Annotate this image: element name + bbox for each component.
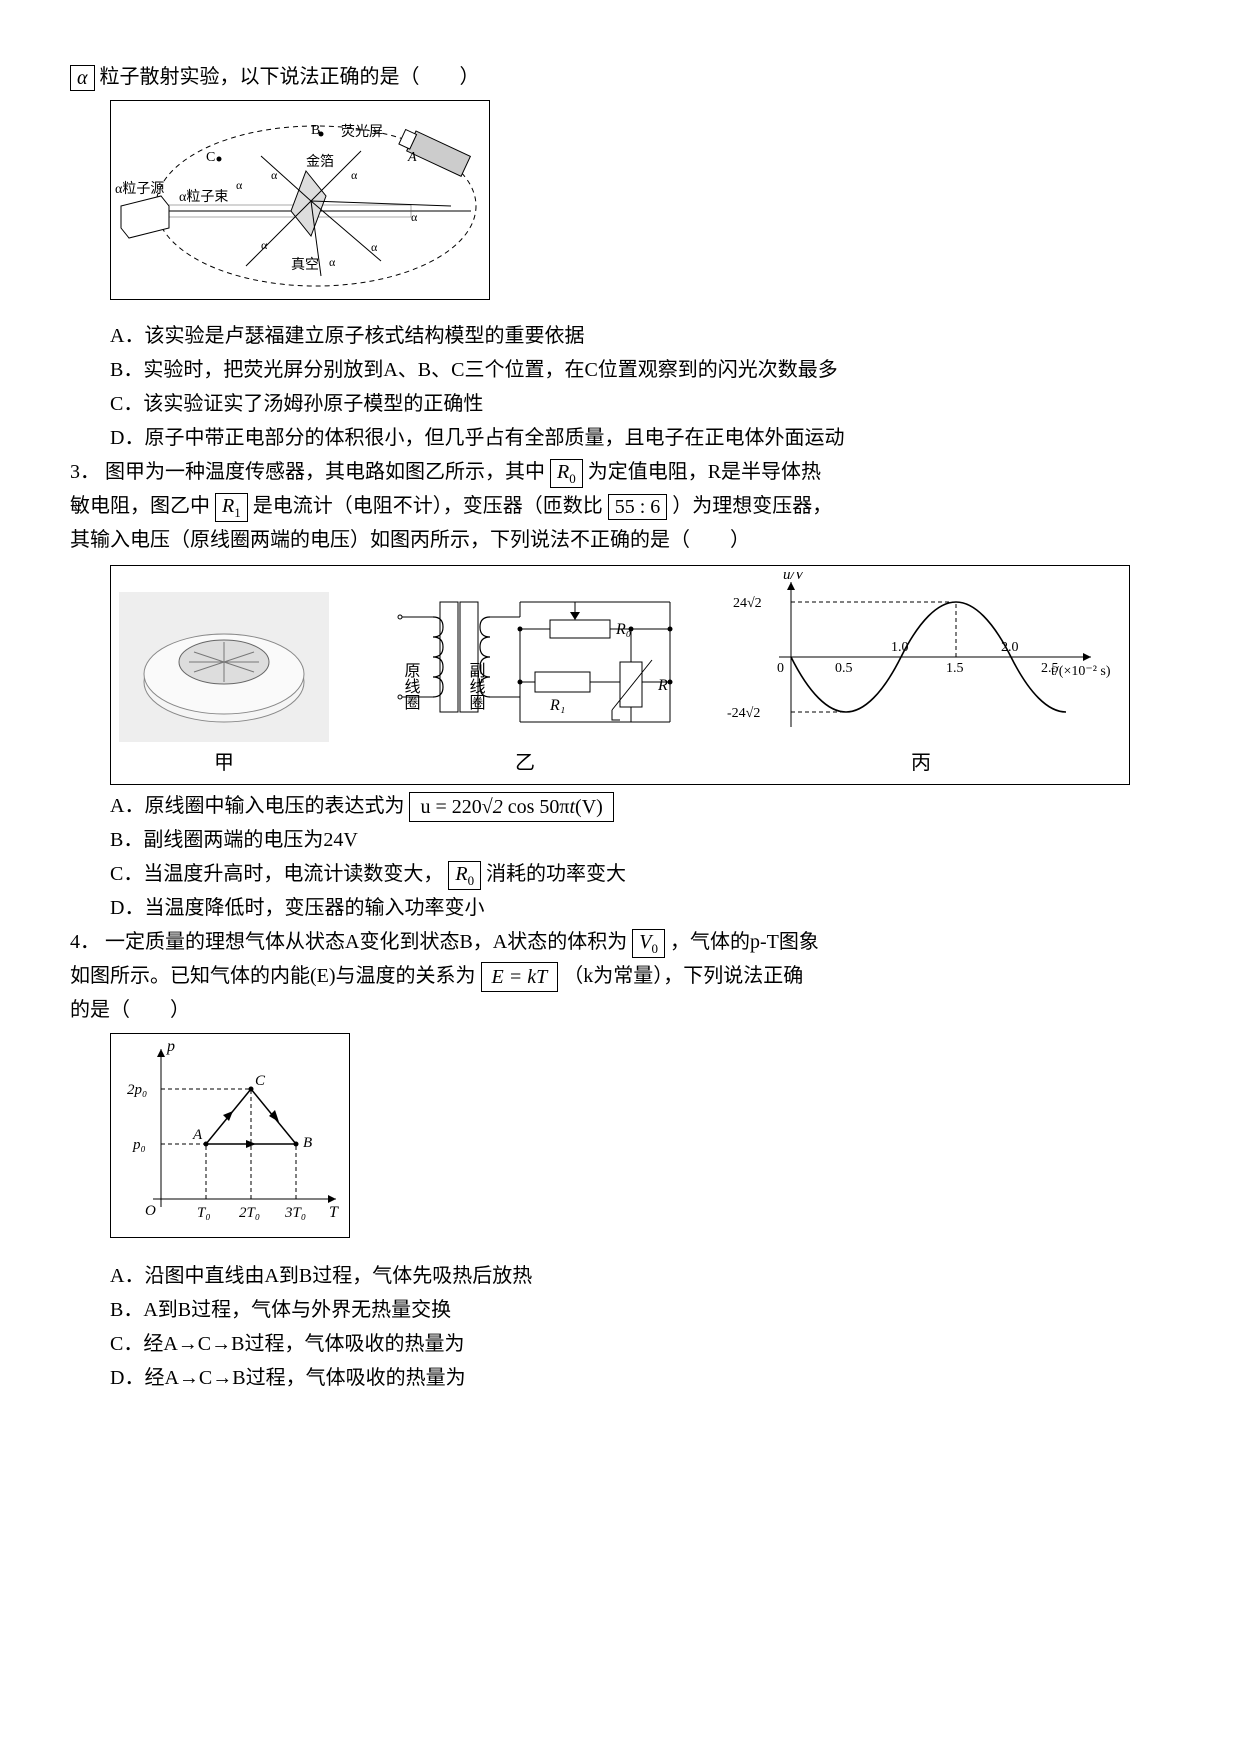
- svg-text:t/(×10⁻² s): t/(×10⁻² s): [1051, 664, 1111, 679]
- q4-line3: 的是（ ）: [70, 993, 1170, 1027]
- svg-text:α: α: [236, 178, 243, 192]
- q4-opt-B: B．A到B过程，气体与外界无热量交换: [70, 1293, 1170, 1327]
- q4-line1: 4． 一定质量的理想气体从状态A变化到状态B，A状态的体积为 V0 ，气体的p-…: [70, 925, 1170, 959]
- q3-circuit-svg: 原线圈 副线圈 R₀ R₁: [360, 572, 690, 742]
- q2-lbl-vacuum: 真空: [291, 257, 319, 273]
- svg-text:2.5: 2.5: [1041, 661, 1059, 676]
- svg-text:1.5: 1.5: [946, 661, 964, 676]
- q4-line2: 如图所示。已知气体的内能(E)与温度的关系为 E = kT （k为常量），下列说…: [70, 959, 1170, 993]
- svg-text:A: A: [192, 1127, 203, 1143]
- q3-opt-A: A．原线圈中输入电压的表达式为 u = 220√2 cos 50πt(V): [70, 789, 1170, 823]
- q4-opt-C: C．经A→C→B过程，气体吸收的热量为: [70, 1327, 1170, 1361]
- yi-cap: 乙: [360, 746, 690, 780]
- svg-text:α: α: [351, 168, 358, 182]
- svg-text:α: α: [271, 168, 278, 182]
- q2-lbl-A: A: [407, 150, 417, 165]
- q2-opt-B: B．实验时，把荧光屏分别放到A、B、C三个位置，在C位置观察到的闪光次数最多: [70, 353, 1170, 387]
- q3-opt-B: B．副线圈两端的电压为24V: [70, 823, 1170, 857]
- q2-opt-A: A．该实验是卢瑟福建立原子核式结构模型的重要依据: [70, 319, 1170, 353]
- q2-lbl-foil: 金箔: [306, 154, 334, 170]
- q2-lbl-B: B: [311, 123, 320, 138]
- bing-cap: 丙: [721, 746, 1121, 780]
- q3-opt-C: C．当温度升高时，电流计读数变大， R0 消耗的功率变大: [70, 857, 1170, 891]
- q3-panels: 甲 原线圈 副线圈: [110, 565, 1130, 785]
- svg-text:C: C: [255, 1073, 266, 1089]
- q3-graph-svg: u/V t/(×10⁻² s) 24√2 -24√2 0 0.5 1.0: [721, 572, 1121, 742]
- q4-num: 4．: [70, 931, 100, 953]
- q3-formula-A: u = 220√2 cos 50πt(V): [409, 792, 613, 822]
- svg-text:2T₀: 2T₀: [239, 1205, 260, 1221]
- svg-text:2p₀: 2p₀: [127, 1082, 147, 1098]
- q4-formula-E: E = kT: [481, 962, 559, 992]
- q2-lbl-screen: 荧光屏: [341, 123, 383, 140]
- q3-panel-bing: u/V t/(×10⁻² s) 24√2 -24√2 0 0.5 1.0: [721, 572, 1121, 780]
- r0-box-2: R0: [448, 861, 481, 890]
- q2-intro-text: 粒子散射实验，以下说法正确的是（ ）: [100, 66, 480, 88]
- q2-lbl-C: C: [206, 150, 215, 165]
- svg-text:O: O: [145, 1203, 156, 1219]
- q3-opt-D: D．当温度降低时，变压器的输入功率变小: [70, 891, 1170, 925]
- q3-intro-1a: 图甲为一种温度传感器，其电路如图乙所示，其中: [105, 461, 545, 483]
- svg-text:B: B: [303, 1135, 312, 1151]
- q3-line1: 3． 图甲为一种温度传感器，其电路如图乙所示，其中 R0 为定值电阻，R是半导体…: [70, 455, 1170, 489]
- q3-photo-svg: [119, 592, 329, 742]
- svg-text:T: T: [329, 1204, 339, 1221]
- svg-text:3T₀: 3T₀: [284, 1205, 306, 1221]
- svg-text:-24√2: -24√2: [727, 706, 760, 721]
- q2-svg: α粒子源 α粒子束 金箔 荧光屏 真空 C B A α α α α α α α: [111, 101, 491, 301]
- q2-opt-C: C．该实验证实了汤姆孙原子模型的正确性: [70, 387, 1170, 421]
- svg-text:R: R: [657, 677, 668, 694]
- r0-box: R0: [550, 459, 583, 488]
- svg-text:副线圈: 副线圈: [467, 662, 486, 710]
- q4-graph-wrap: p T O: [110, 1033, 1170, 1249]
- svg-text:α: α: [329, 255, 336, 269]
- svg-text:T₀: T₀: [197, 1205, 211, 1221]
- svg-text:R₁: R₁: [549, 697, 565, 714]
- q2-opt-D: D．原子中带正电部分的体积很小，但几乎占有全部质量，且电子在正电体外面运动: [70, 421, 1170, 455]
- q3-line2: 敏电阻，图乙中 R1 是电流计（电阻不计），变压器（匝数比 55 : 6 ）为理…: [70, 489, 1170, 523]
- svg-text:2.0: 2.0: [1001, 640, 1019, 655]
- svg-text:u/V: u/V: [783, 572, 806, 583]
- q2-intro: α 粒子散射实验，以下说法正确的是（ ）: [70, 60, 1170, 94]
- q4-opt-D: D．经A→C→B过程，气体吸收的热量为: [70, 1361, 1170, 1395]
- q4-pT-svg: p T O: [111, 1034, 351, 1239]
- q2-diagram: α粒子源 α粒子束 金箔 荧光屏 真空 C B A α α α α α α α: [110, 100, 490, 300]
- q3-intro-1b: 为定值电阻，R是半导体热: [588, 461, 821, 483]
- r1-box: R1: [215, 493, 248, 522]
- v0-box: V0: [632, 929, 665, 958]
- q2-lbl-source: α粒子源: [115, 181, 164, 197]
- q4-opt-A: A．沿图中直线由A到B过程，气体先吸热后放热: [70, 1259, 1170, 1293]
- q3-line3: 其输入电压（原线圈两端的电压）如图丙所示，下列说法不正确的是（ ）: [70, 523, 1170, 557]
- svg-text:p: p: [166, 1038, 175, 1055]
- svg-text:p₀: p₀: [132, 1137, 146, 1153]
- ratio-box: 55 : 6: [608, 494, 668, 520]
- svg-text:α: α: [371, 240, 378, 254]
- svg-text:原线圈: 原线圈: [402, 662, 421, 710]
- q3-num: 3．: [70, 461, 100, 483]
- q3-opt-A-pre: A．原线圈中输入电压的表达式为: [110, 795, 404, 817]
- q3-panel-jia: 甲: [119, 592, 329, 780]
- svg-text:α: α: [261, 238, 268, 252]
- svg-text:0.5: 0.5: [835, 661, 853, 676]
- svg-text:24√2: 24√2: [733, 596, 762, 611]
- svg-text:0: 0: [777, 661, 784, 676]
- q2-lbl-beam: α粒子束: [179, 189, 228, 205]
- q3-panel-yi: 原线圈 副线圈 R₀ R₁: [360, 572, 690, 780]
- svg-text:1.0: 1.0: [891, 640, 909, 655]
- jia-cap: 甲: [119, 746, 329, 780]
- alpha-box: α: [70, 65, 95, 91]
- svg-text:α: α: [411, 210, 418, 224]
